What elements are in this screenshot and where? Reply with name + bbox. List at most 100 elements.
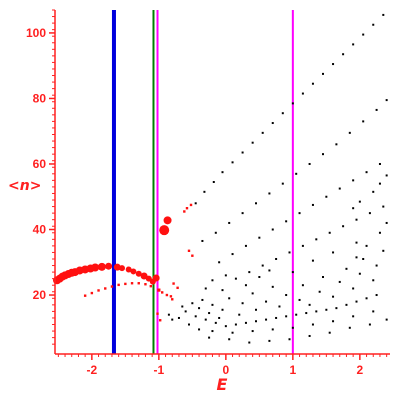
data-point	[385, 318, 388, 321]
data-point	[372, 310, 375, 313]
data-point	[352, 287, 355, 290]
data-point	[382, 249, 385, 252]
data-point	[268, 339, 271, 342]
data-point	[305, 312, 308, 315]
data-point	[156, 312, 159, 315]
data-point	[258, 276, 261, 279]
data-point	[322, 153, 324, 156]
data-point	[338, 187, 341, 190]
data-point	[355, 300, 358, 303]
data-point	[251, 141, 254, 144]
data-point	[372, 190, 375, 193]
data-point	[90, 291, 94, 295]
data-point	[185, 207, 189, 210]
data-point	[338, 280, 341, 283]
data-point	[311, 259, 314, 262]
y-tick-label: 80	[33, 91, 47, 105]
data-point	[157, 288, 161, 292]
vertical-lines	[111, 10, 294, 354]
data-point	[218, 261, 221, 264]
data-point	[375, 108, 378, 111]
data-point	[332, 251, 335, 254]
data-point	[342, 225, 345, 228]
data-point	[172, 282, 175, 285]
data-point	[135, 270, 142, 277]
x-tick-label: 1	[290, 363, 297, 377]
data-point	[228, 338, 231, 341]
data-point	[144, 283, 147, 286]
data-point	[342, 53, 345, 56]
data-point	[385, 221, 388, 224]
data-point	[322, 72, 324, 75]
data-point	[385, 174, 388, 177]
data-point	[176, 286, 179, 290]
data-point	[183, 210, 186, 213]
data-point	[325, 308, 328, 311]
data-point	[335, 307, 338, 310]
data-point	[385, 99, 388, 102]
data-point	[204, 287, 207, 290]
data-point	[130, 282, 134, 285]
data-point	[328, 231, 331, 234]
data-point	[291, 102, 294, 105]
data-point	[130, 268, 137, 275]
data-point	[368, 212, 371, 215]
data-point	[308, 334, 311, 337]
data-point	[291, 326, 294, 329]
data-point	[83, 294, 87, 297]
data-point	[244, 284, 247, 287]
data-point	[221, 308, 224, 311]
data-point	[251, 330, 254, 333]
data-point	[362, 120, 365, 123]
data-point	[352, 43, 355, 46]
data-point	[335, 143, 338, 146]
data-point	[198, 328, 201, 331]
data-point	[281, 112, 284, 115]
data-point	[271, 328, 274, 331]
data-point	[271, 285, 274, 288]
data-point	[194, 202, 197, 205]
data-point	[358, 272, 361, 275]
data-point	[288, 338, 291, 341]
data-point	[348, 131, 351, 134]
data-point	[311, 323, 314, 326]
data-point	[110, 285, 114, 288]
data-point	[332, 320, 335, 323]
data-point	[105, 262, 113, 270]
data-point	[218, 316, 221, 319]
data-point	[117, 283, 120, 287]
data-point	[301, 92, 304, 95]
data-point	[375, 294, 378, 297]
y-tick-label: 40	[33, 223, 47, 237]
x-ticks: -2 -1 0 1 2	[57, 354, 388, 377]
data-point	[288, 251, 291, 254]
data-point	[298, 212, 301, 215]
data-point	[355, 241, 358, 244]
data-point	[241, 302, 244, 305]
data-point	[315, 238, 318, 241]
data-point	[255, 202, 257, 205]
data-point	[362, 257, 365, 260]
data-point	[365, 244, 368, 247]
x-tick-label: -2	[87, 363, 98, 377]
data-point	[328, 331, 331, 334]
data-point	[194, 315, 197, 318]
data-point	[177, 316, 180, 319]
data-point	[201, 239, 204, 242]
data-point	[372, 279, 375, 282]
data-point	[198, 307, 201, 310]
data-point	[281, 182, 284, 185]
data-point	[261, 264, 264, 267]
data-point	[332, 63, 335, 66]
y-tick-label: 20	[33, 288, 47, 302]
data-point	[228, 221, 231, 224]
data-point	[203, 190, 206, 193]
data-point	[322, 276, 324, 279]
data-point	[295, 172, 298, 175]
data-point	[278, 305, 281, 308]
data-point	[382, 13, 385, 16]
x-axis-label: E	[217, 375, 228, 394]
data-point	[161, 291, 164, 294]
data-point	[255, 308, 257, 311]
data-point	[241, 151, 244, 154]
